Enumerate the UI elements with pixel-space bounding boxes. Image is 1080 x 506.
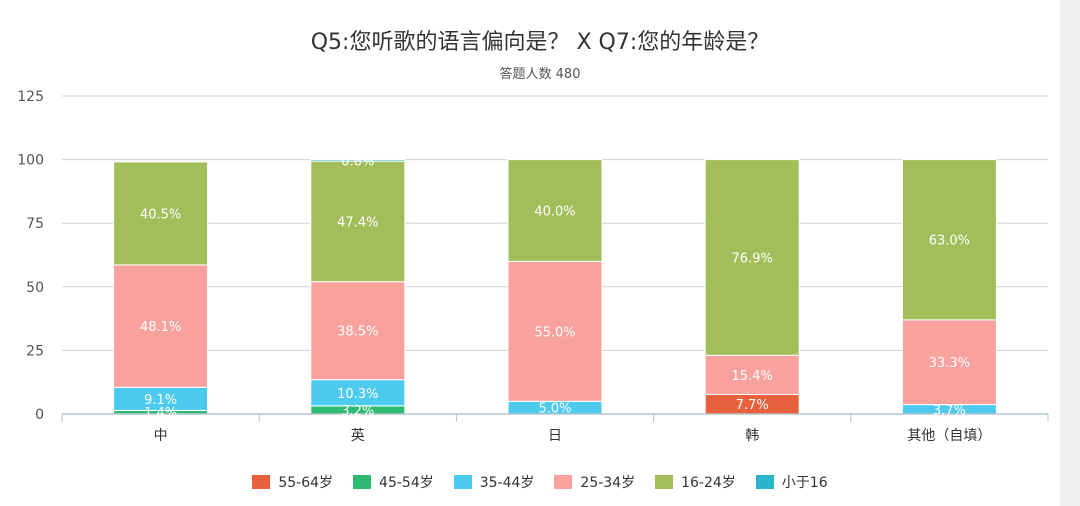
data-label: 33.3% (929, 356, 970, 371)
data-label: 3.2% (341, 404, 374, 419)
y-tick-label: 0 (35, 407, 44, 423)
chart-title: Q5:您听歌的语言偏向是？ X Q7:您的年龄是？ (310, 30, 770, 55)
bar-segment (310, 281, 406, 381)
data-label: 10.3% (337, 387, 378, 402)
legend-item[interactable]: 16-24岁 (655, 472, 736, 492)
y-tick-label: 50 (26, 280, 44, 296)
legend-swatch (755, 475, 774, 489)
data-label: 55.0% (534, 325, 575, 340)
data-label: 48.1% (140, 320, 181, 335)
legend-label: 16-24岁 (681, 475, 736, 491)
stacked-bar-chart: 0 25 50 75 100 125 中 英 日 韩 其他（自填） 1.4%9.1% 48.1% 40.5… (17, 89, 1049, 444)
bar-segment (704, 159, 800, 356)
bar-segment (704, 354, 800, 395)
data-label: 76.9% (732, 251, 773, 266)
chart-legend: 55-64岁 45-54岁 35-44岁 25-34岁 16-24岁 小于16 (0, 470, 1080, 494)
legend-swatch (655, 475, 674, 489)
x-tick-label: 日 (548, 428, 562, 444)
bar-segment (901, 319, 997, 406)
x-tick-label: 其他（自填） (907, 428, 991, 444)
bar-segment (507, 159, 603, 262)
data-label: 1.4% (144, 406, 177, 421)
legend-label: 小于16 (781, 475, 828, 491)
data-label: 15.4% (732, 369, 773, 384)
legend-item[interactable]: 小于16 (755, 472, 828, 492)
legend-label: 25-34岁 (580, 475, 636, 491)
y-tick-label: 125 (17, 89, 44, 105)
data-label: 5.0% (538, 402, 571, 417)
chart-subtitle: 答题人数 480 (499, 67, 581, 82)
x-tick-label: 韩 (745, 428, 759, 444)
bar-segment (310, 160, 406, 283)
x-tick-label: 英 (351, 427, 365, 444)
data-label: 9.1% (144, 393, 177, 408)
data-label: 38.5% (337, 325, 378, 340)
x-tick-label: 中 (154, 428, 168, 444)
legend-item[interactable]: 45-54岁 (353, 472, 434, 492)
legend-swatch (252, 475, 271, 489)
bar-segment (113, 264, 209, 388)
legend-swatch (554, 475, 573, 489)
legend-label: 35-44岁 (479, 475, 535, 491)
bar-segment (310, 159, 406, 162)
data-label: 40.5% (140, 207, 181, 222)
legend-swatch (453, 475, 472, 489)
data-label: 47.4% (337, 215, 378, 230)
window-edge (1060, 0, 1080, 506)
legend-item[interactable]: 55-64岁 (252, 472, 333, 492)
legend-item[interactable]: 35-44岁 (453, 472, 535, 492)
data-label: 7.7% (736, 398, 769, 413)
data-label: 3.7% (933, 403, 966, 418)
bar-segment (113, 161, 209, 266)
y-tick-label: 100 (17, 153, 44, 169)
legend-item[interactable]: 25-34岁 (554, 472, 635, 492)
y-tick-label: 25 (26, 343, 44, 359)
data-label: 63.0% (929, 234, 970, 249)
legend-swatch (353, 475, 372, 489)
legend-label: 45-54岁 (379, 475, 434, 491)
data-label: 0.6% (341, 154, 374, 169)
data-label: 40.0% (534, 204, 575, 219)
bar-segment (901, 159, 997, 321)
y-tick-label: 75 (26, 216, 44, 232)
bar-segment (310, 379, 406, 407)
bar-segment (507, 260, 603, 402)
legend-label: 55-64岁 (278, 475, 334, 491)
